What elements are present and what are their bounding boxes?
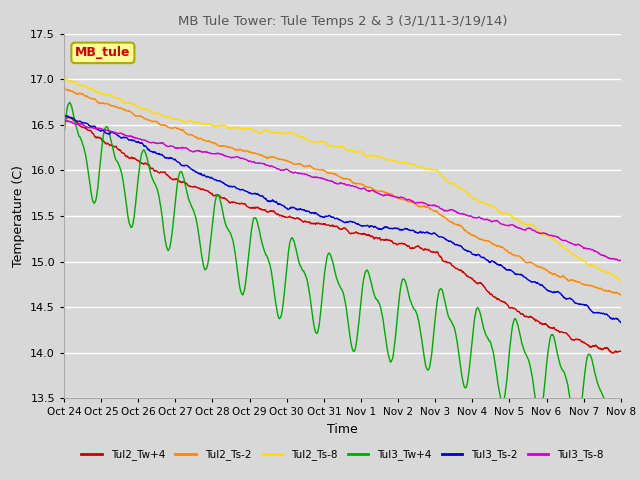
Tul3_Ts-2 bbox=[126, 137, 134, 143]
Tul3_Ts-2 bbox=[62, 113, 70, 119]
Tul2_Ts-2 bbox=[126, 108, 134, 114]
Tul3_Ts-2 bbox=[617, 320, 625, 325]
Title: MB Tule Tower: Tule Temps 2 & 3 (3/1/11-3/19/14): MB Tule Tower: Tule Temps 2 & 3 (3/1/11-… bbox=[178, 15, 507, 28]
Legend: Tul2_Tw+4, Tul2_Ts-2, Tul2_Ts-8, Tul3_Tw+4, Tul3_Ts-2, Tul3_Ts-8: Tul2_Tw+4, Tul2_Ts-2, Tul2_Ts-8, Tul3_Tw… bbox=[77, 445, 607, 464]
Y-axis label: Temperature (C): Temperature (C) bbox=[12, 165, 25, 267]
Tul2_Ts-2 bbox=[318, 167, 326, 173]
Tul2_Ts-2 bbox=[103, 101, 111, 107]
Line: Tul3_Ts-2: Tul3_Ts-2 bbox=[64, 116, 621, 323]
Tul2_Ts-8 bbox=[377, 154, 385, 160]
Tul2_Ts-2 bbox=[617, 292, 625, 298]
Tul2_Ts-8 bbox=[617, 278, 625, 284]
Tul3_Tw+4 bbox=[609, 449, 617, 455]
Tul2_Tw+4 bbox=[318, 221, 326, 227]
Tul2_Ts-8 bbox=[308, 139, 316, 144]
Tul2_Tw+4 bbox=[60, 117, 68, 122]
Tul3_Ts-2 bbox=[104, 131, 111, 136]
Tul3_Tw+4 bbox=[60, 132, 68, 137]
Tul2_Tw+4 bbox=[104, 140, 111, 146]
Tul3_Ts-8 bbox=[378, 192, 385, 197]
Tul3_Ts-2 bbox=[378, 227, 385, 232]
Tul3_Ts-8 bbox=[126, 133, 134, 139]
X-axis label: Time: Time bbox=[327, 423, 358, 436]
Tul3_Ts-8 bbox=[308, 174, 316, 180]
Tul3_Ts-2 bbox=[60, 114, 68, 120]
Tul2_Ts-2 bbox=[60, 84, 68, 90]
Tul3_Ts-8 bbox=[63, 118, 71, 123]
Tul3_Tw+4 bbox=[318, 294, 326, 300]
Tul3_Ts-8 bbox=[60, 119, 68, 125]
Line: Tul3_Ts-8: Tul3_Ts-8 bbox=[64, 120, 621, 261]
Text: MB_tule: MB_tule bbox=[75, 47, 131, 60]
Tul3_Ts-8 bbox=[616, 258, 623, 264]
Tul3_Ts-8 bbox=[297, 171, 305, 177]
Tul2_Tw+4 bbox=[617, 348, 625, 354]
Tul2_Ts-8 bbox=[126, 100, 134, 106]
Tul3_Tw+4 bbox=[378, 307, 385, 313]
Tul2_Tw+4 bbox=[297, 216, 305, 222]
Tul2_Tw+4 bbox=[64, 114, 72, 120]
Tul2_Ts-8 bbox=[318, 139, 326, 144]
Tul2_Tw+4 bbox=[378, 237, 385, 242]
Tul2_Ts-8 bbox=[296, 134, 304, 140]
Tul3_Ts-8 bbox=[318, 176, 326, 181]
Tul3_Tw+4 bbox=[66, 99, 74, 105]
Tul3_Tw+4 bbox=[617, 396, 625, 402]
Line: Tul3_Tw+4: Tul3_Tw+4 bbox=[64, 102, 621, 452]
Tul2_Tw+4 bbox=[126, 156, 134, 161]
Tul3_Tw+4 bbox=[297, 263, 305, 269]
Line: Tul2_Ts-2: Tul2_Ts-2 bbox=[64, 87, 621, 295]
Tul3_Ts-2 bbox=[308, 210, 316, 216]
Tul2_Ts-8 bbox=[60, 74, 68, 80]
Tul3_Ts-2 bbox=[318, 214, 326, 220]
Tul3_Tw+4 bbox=[126, 223, 134, 229]
Tul3_Tw+4 bbox=[308, 310, 316, 316]
Tul2_Ts-8 bbox=[103, 92, 111, 98]
Tul3_Ts-2 bbox=[297, 206, 305, 212]
Line: Tul2_Ts-8: Tul2_Ts-8 bbox=[64, 77, 621, 281]
Tul2_Ts-2 bbox=[308, 165, 316, 170]
Tul2_Tw+4 bbox=[609, 350, 617, 356]
Tul2_Ts-2 bbox=[377, 188, 385, 194]
Tul3_Tw+4 bbox=[104, 124, 111, 130]
Tul3_Ts-8 bbox=[617, 258, 625, 264]
Tul3_Ts-8 bbox=[104, 128, 111, 133]
Line: Tul2_Tw+4: Tul2_Tw+4 bbox=[64, 117, 621, 353]
Tul2_Tw+4 bbox=[308, 221, 316, 227]
Tul2_Ts-2 bbox=[296, 161, 304, 167]
